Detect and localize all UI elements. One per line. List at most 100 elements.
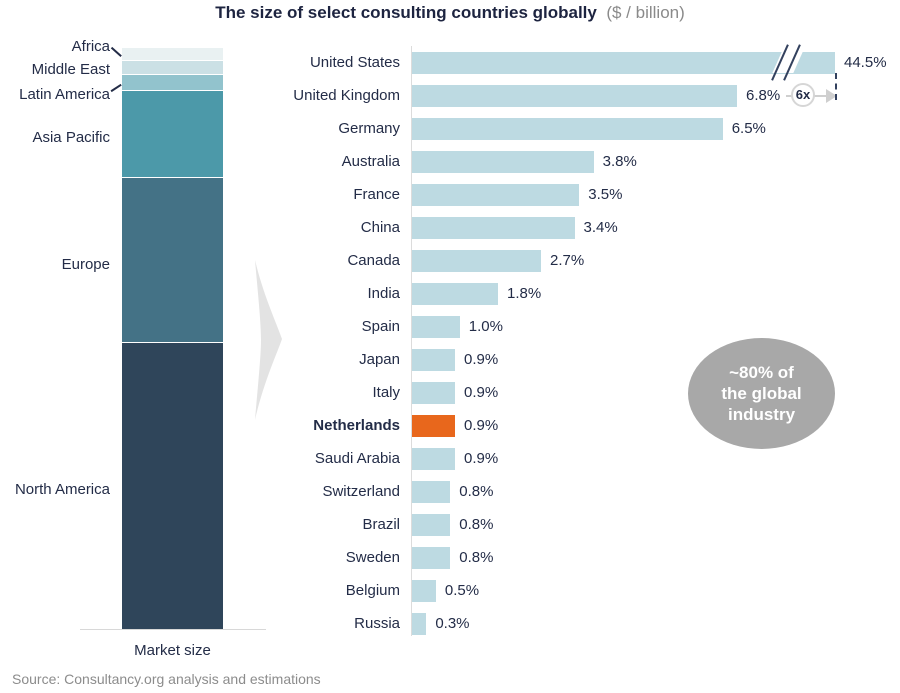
country-bar xyxy=(412,84,738,107)
country-label: Belgium xyxy=(345,582,400,599)
region-label-europe: Europe xyxy=(61,256,110,273)
country-label: Canada xyxy=(347,252,400,269)
country-value-label: 0.9% xyxy=(464,384,499,401)
country-label: France xyxy=(353,186,400,203)
country-row-brazil: Brazil 0.8% xyxy=(0,508,900,541)
country-label: Germany xyxy=(338,120,400,137)
country-row-italy: Italy 0.9% xyxy=(0,376,900,409)
stack-segment-africa xyxy=(122,48,223,61)
country-label: Sweden xyxy=(345,549,400,566)
chart-title-text: The size of select consulting countries … xyxy=(215,3,597,22)
country-value-label: 1.0% xyxy=(468,318,503,335)
country-label: United States xyxy=(309,54,400,71)
country-row-india: India 1.8% xyxy=(0,277,900,310)
country-chart-axis-line xyxy=(411,46,412,636)
left-chart-baseline xyxy=(80,629,266,630)
country-label: Australia xyxy=(341,153,400,170)
country-value-label: 0.8% xyxy=(459,549,494,566)
country-bar xyxy=(412,117,723,140)
country-row-japan: Japan 0.9% xyxy=(0,343,900,376)
country-value-label: 3.8% xyxy=(602,153,637,170)
region-label-middle-east: Middle East xyxy=(31,61,110,78)
country-value-label: 0.9% xyxy=(464,450,499,467)
country-label: Spain xyxy=(361,318,400,335)
country-value-label: 0.9% xyxy=(464,417,499,434)
stack-segment-north-america xyxy=(122,343,223,630)
country-row-germany: Germany 6.5% xyxy=(0,112,900,145)
country-bar xyxy=(412,183,580,206)
country-label: India xyxy=(367,285,400,302)
market-size-stacked-bar xyxy=(122,48,223,630)
stack-segment-europe xyxy=(122,178,223,344)
country-row-spain: Spain 1.0% xyxy=(0,310,900,343)
annotation-line-2: the global xyxy=(721,383,802,403)
country-bar xyxy=(412,150,594,173)
country-bar xyxy=(412,282,499,305)
stack-segment-latin-america xyxy=(122,74,223,91)
country-value-label: 6.5% xyxy=(731,120,766,137)
country-bar xyxy=(412,381,456,404)
country-value-label: 0.8% xyxy=(459,483,494,500)
source-note: Source: Consultancy.org analysis and est… xyxy=(12,671,321,687)
country-label: Netherlands xyxy=(313,417,400,434)
country-bar xyxy=(412,513,451,536)
country-bar xyxy=(412,447,456,470)
country-row-switzerland: Switzerland 0.8% xyxy=(0,475,900,508)
country-label: Switzerland xyxy=(322,483,400,500)
market-size-axis-label: Market size xyxy=(134,642,211,659)
country-row-saudi-arabia: Saudi Arabia 0.9% xyxy=(0,442,900,475)
country-label: Saudi Arabia xyxy=(314,450,400,467)
stack-segment-asia-pacific xyxy=(122,90,223,179)
country-row-united-states: United States 44.5% xyxy=(0,44,900,81)
country-row-united-kingdom: United Kingdom 6.8% 6x xyxy=(0,79,900,112)
country-value-label: 0.5% xyxy=(444,582,480,599)
annotation-line-3: industry xyxy=(727,405,796,425)
chart-title: The size of select consulting countries … xyxy=(0,3,900,23)
country-value-label: 0.8% xyxy=(459,516,494,533)
stack-segment-middle-east xyxy=(122,60,223,75)
country-bar xyxy=(412,612,427,635)
annotation-line-1: ~80% of xyxy=(729,362,794,382)
country-value-label: 3.5% xyxy=(588,186,623,203)
country-value-label: 3.4% xyxy=(583,219,618,236)
country-bar xyxy=(412,216,575,239)
chart-title-unit: ($ / billion) xyxy=(606,3,685,22)
country-label: United Kingdom xyxy=(293,87,400,104)
country-bar-rows: United States 44.5% United Kingdom 6.8% 6x Ge… xyxy=(0,44,900,640)
country-label: China xyxy=(360,219,400,236)
country-row-france: France 3.5% xyxy=(0,178,900,211)
country-label: Brazil xyxy=(362,516,400,533)
country-bar xyxy=(412,348,456,371)
country-row-china: China 3.4% xyxy=(0,211,900,244)
transition-arrow-icon xyxy=(255,260,282,420)
region-label-latin-america: Latin America xyxy=(19,86,110,103)
country-value-label: 0.3% xyxy=(435,615,470,632)
region-label-asia-pacific: Asia Pacific xyxy=(32,129,110,146)
region-label-africa: Africa xyxy=(71,38,110,55)
us-bar-dashed-reference-line xyxy=(835,73,837,100)
country-bar xyxy=(412,51,835,74)
country-bar xyxy=(412,249,542,272)
country-bar xyxy=(412,579,436,602)
country-value-label: 2.7% xyxy=(550,252,585,269)
country-row-canada: Canada 2.7% xyxy=(0,244,900,277)
country-label: Italy xyxy=(372,384,400,401)
country-value-label: 1.8% xyxy=(507,285,542,302)
country-bar xyxy=(412,480,451,503)
region-label-north-america: North America xyxy=(14,481,110,498)
scale-note-arrowhead-icon xyxy=(826,88,837,103)
country-row-australia: Australia 3.8% xyxy=(0,145,900,178)
country-bar xyxy=(412,414,456,437)
scale-note-badge: 6x xyxy=(791,83,815,107)
country-value-label: 44.5% xyxy=(844,54,887,71)
country-value-label: 6.8% xyxy=(746,87,781,104)
country-bar xyxy=(412,315,460,338)
country-label: Russia xyxy=(354,615,400,632)
country-row-belgium: Belgium 0.5% xyxy=(0,574,900,607)
country-row-russia: Russia 0.3% xyxy=(0,607,900,640)
country-value-label: 0.9% xyxy=(464,351,499,368)
country-label: Japan xyxy=(359,351,400,368)
global-industry-annotation: ~80% of the global industry xyxy=(688,338,835,449)
country-row-netherlands: Netherlands 0.9% xyxy=(0,409,900,442)
